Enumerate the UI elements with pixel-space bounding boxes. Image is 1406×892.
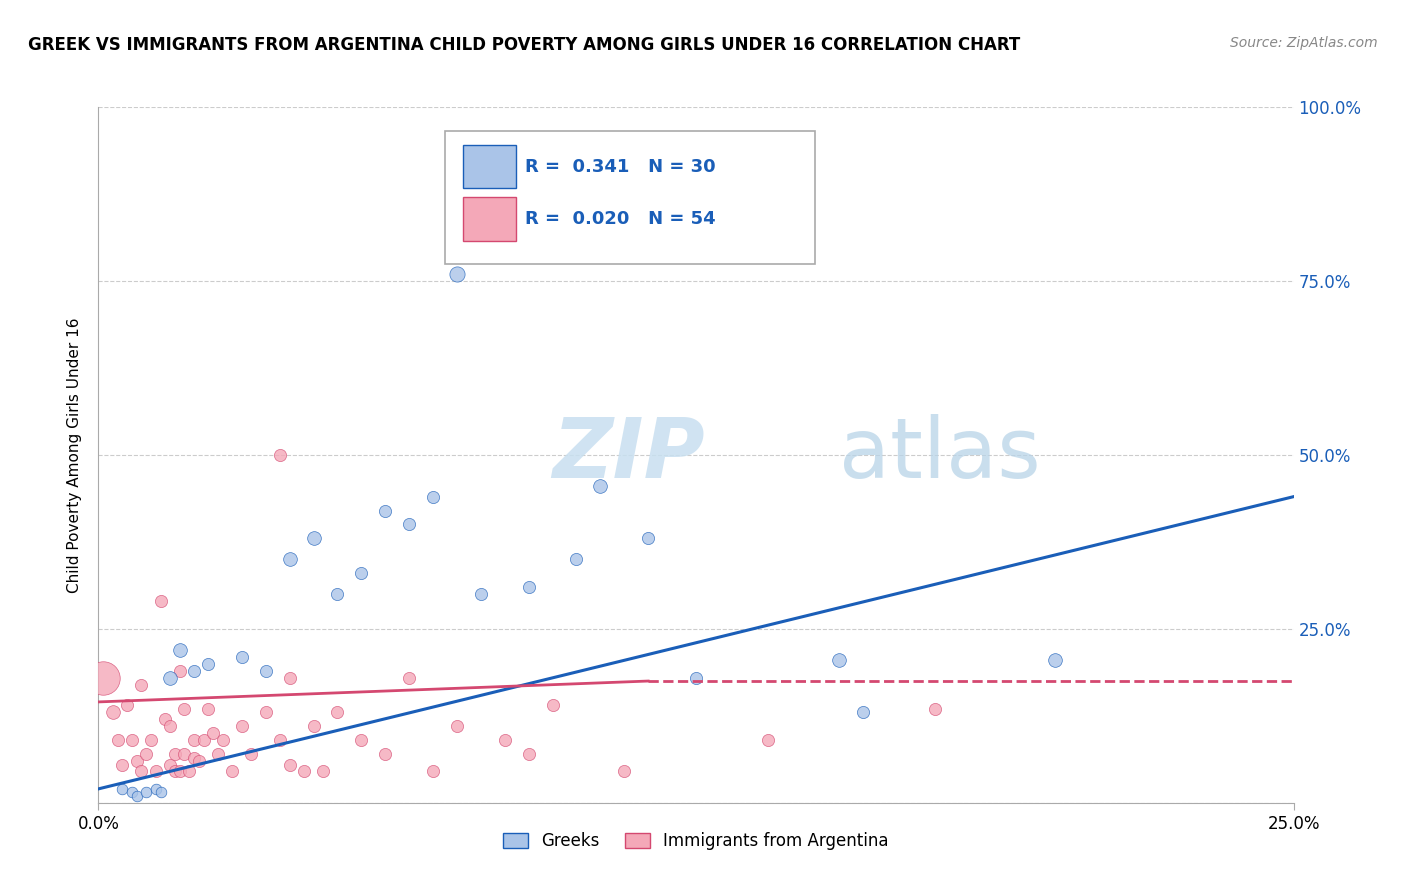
Point xyxy=(183,733,205,747)
Point xyxy=(131,764,153,779)
Text: GREEK VS IMMIGRANTS FROM ARGENTINA CHILD POVERTY AMONG GIRLS UNDER 16 CORRELATIO: GREEK VS IMMIGRANTS FROM ARGENTINA CHILD… xyxy=(28,36,1021,54)
Point xyxy=(221,764,243,779)
Point xyxy=(183,750,205,764)
Point xyxy=(169,642,191,657)
Point xyxy=(207,747,229,761)
Point xyxy=(269,733,291,747)
FancyBboxPatch shape xyxy=(463,145,516,188)
Point xyxy=(231,719,253,733)
Point xyxy=(374,747,396,761)
Point xyxy=(111,781,134,796)
Point xyxy=(756,733,779,747)
Point xyxy=(149,594,172,608)
Point xyxy=(193,733,215,747)
Point xyxy=(125,754,148,768)
Point xyxy=(169,764,191,779)
Point xyxy=(101,706,124,720)
Point xyxy=(302,719,325,733)
Point xyxy=(517,190,540,204)
Point xyxy=(312,764,335,779)
Y-axis label: Child Poverty Among Girls Under 16: Child Poverty Among Girls Under 16 xyxy=(67,318,83,592)
Point xyxy=(422,764,444,779)
Point xyxy=(278,552,301,566)
Point xyxy=(398,671,420,685)
Point xyxy=(565,552,588,566)
Text: Source: ZipAtlas.com: Source: ZipAtlas.com xyxy=(1230,36,1378,50)
Point xyxy=(494,733,516,747)
Point xyxy=(470,587,492,601)
Point xyxy=(422,490,444,504)
Point xyxy=(446,719,468,733)
Point xyxy=(446,267,468,281)
Point xyxy=(159,757,181,772)
Point xyxy=(326,706,349,720)
Point xyxy=(211,733,233,747)
Point xyxy=(169,664,191,678)
Point xyxy=(326,587,349,601)
Point xyxy=(292,764,315,779)
Point xyxy=(269,448,291,462)
Point xyxy=(173,702,195,716)
Point xyxy=(183,664,205,678)
Text: atlas: atlas xyxy=(839,415,1040,495)
Point xyxy=(613,764,636,779)
Legend: Greeks, Immigrants from Argentina: Greeks, Immigrants from Argentina xyxy=(496,826,896,857)
Point xyxy=(145,764,167,779)
Point xyxy=(202,726,225,740)
Text: R =  0.020   N = 54: R = 0.020 N = 54 xyxy=(524,210,716,228)
Point xyxy=(374,503,396,517)
Text: R =  0.341   N = 30: R = 0.341 N = 30 xyxy=(524,158,716,176)
Text: ZIP: ZIP xyxy=(553,415,706,495)
Point xyxy=(139,733,162,747)
Point xyxy=(111,757,134,772)
Point xyxy=(155,712,177,726)
Point xyxy=(91,671,114,685)
Point xyxy=(1043,653,1066,667)
Point xyxy=(350,566,373,581)
Point xyxy=(149,785,172,799)
Point xyxy=(115,698,138,713)
Point xyxy=(828,653,851,667)
Point xyxy=(197,702,219,716)
Point xyxy=(131,677,153,691)
Point xyxy=(145,781,167,796)
Point xyxy=(278,757,301,772)
Point xyxy=(685,671,707,685)
Point xyxy=(240,747,263,761)
Point xyxy=(121,785,143,799)
Point xyxy=(197,657,219,671)
Point xyxy=(302,532,325,546)
Point xyxy=(350,733,373,747)
FancyBboxPatch shape xyxy=(463,197,516,241)
Point xyxy=(589,479,612,493)
Point xyxy=(179,764,201,779)
FancyBboxPatch shape xyxy=(446,131,815,264)
Point xyxy=(278,671,301,685)
Point xyxy=(159,671,181,685)
Point xyxy=(517,747,540,761)
Point xyxy=(163,764,186,779)
Point xyxy=(173,747,195,761)
Point xyxy=(121,733,143,747)
Point xyxy=(125,789,148,803)
Point xyxy=(135,785,157,799)
Point xyxy=(159,719,181,733)
Point xyxy=(637,532,659,546)
Point xyxy=(541,698,564,713)
Point xyxy=(187,754,209,768)
Point xyxy=(852,706,875,720)
Point xyxy=(107,733,129,747)
Point xyxy=(254,706,277,720)
Point xyxy=(517,580,540,594)
Point xyxy=(163,747,186,761)
Point xyxy=(135,747,157,761)
Point xyxy=(231,649,253,664)
Point xyxy=(398,517,420,532)
Point xyxy=(924,702,946,716)
Point xyxy=(254,664,277,678)
